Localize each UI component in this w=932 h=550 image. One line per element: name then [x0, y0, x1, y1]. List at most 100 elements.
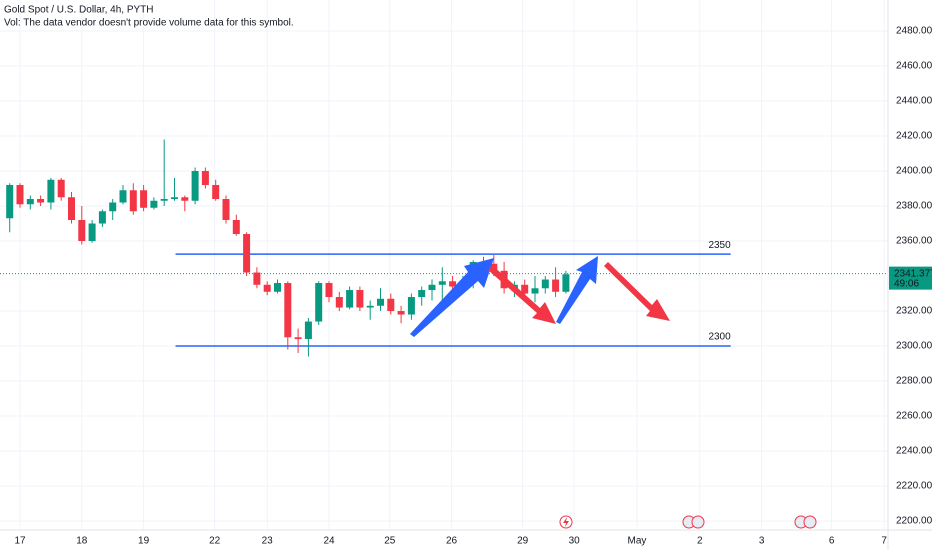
candle-body	[201, 171, 209, 186]
last-price-label: 2341.377	[894, 268, 932, 279]
candle-body	[171, 197, 178, 200]
chart-title: Gold Spot / U.S. Dollar, 4h, PYTH	[4, 5, 154, 16]
candle-body	[304, 321, 312, 340]
candle-body	[140, 190, 148, 208]
candles	[0, 139, 888, 357]
y-tick-label: 2320.00	[896, 306, 932, 317]
candle-body	[449, 281, 457, 287]
candle-body	[222, 199, 230, 221]
y-tick-label: 2460.00	[896, 61, 932, 72]
y-tick-label: 2420.00	[896, 131, 932, 142]
candle-body	[366, 305, 374, 308]
candle-body	[521, 284, 529, 294]
candle-body	[284, 283, 292, 338]
x-tick-label: 18	[76, 536, 88, 547]
candle-body	[109, 202, 117, 212]
candle-body	[335, 297, 343, 308]
event-icon	[563, 517, 569, 527]
y-tick-label: 2360.00	[896, 236, 932, 247]
candle-body	[26, 199, 34, 205]
flag-icon	[803, 515, 817, 529]
candle-body	[68, 197, 75, 221]
up-arrow	[556, 256, 598, 324]
candle-body	[428, 284, 436, 291]
candle-body	[377, 298, 384, 306]
drawing-arrows	[410, 256, 670, 337]
candle-body	[438, 281, 446, 285]
x-tick-label: 3	[759, 536, 765, 547]
candle-body	[37, 199, 45, 203]
x-tick-label: 19	[138, 536, 150, 547]
candle-body	[232, 220, 240, 235]
candle-body	[253, 272, 261, 285]
up-arrow	[410, 258, 494, 337]
level-label: 2350	[708, 240, 731, 251]
candle-body	[181, 197, 189, 201]
x-tick-label: 24	[323, 536, 335, 547]
candle-body	[346, 290, 354, 308]
candle-body	[191, 171, 199, 201]
countdown-label: 49:06	[894, 278, 919, 289]
candle-body	[57, 179, 65, 198]
y-tick-label: 2200.00	[896, 516, 932, 527]
x-tick-label: 6	[829, 536, 835, 547]
candle-body	[16, 185, 24, 205]
candle-body	[294, 337, 302, 340]
last-price-box	[889, 266, 932, 290]
x-tick-label: 26	[446, 536, 458, 547]
down-arrow	[604, 262, 670, 321]
x-tick-label: 25	[384, 536, 396, 547]
candle-body	[315, 283, 323, 322]
candle-body	[325, 283, 333, 298]
candle-body	[274, 283, 281, 292]
x-tick-label: 29	[517, 536, 529, 547]
y-tick-label: 2300.00	[896, 341, 932, 352]
chart-subtitle: Vol: The data vendor doesn't provide vol…	[4, 18, 294, 29]
candle-body	[150, 200, 158, 208]
candle-body	[397, 311, 405, 315]
y-tick-label: 2480.00	[896, 26, 932, 37]
candle-body	[160, 199, 168, 201]
candle-body	[387, 298, 395, 312]
y-tick-label: 2440.00	[896, 96, 932, 107]
candle-body	[407, 297, 415, 315]
candle-body	[6, 185, 14, 219]
x-tick-label: May	[628, 536, 647, 547]
candle-body	[98, 211, 106, 224]
candle-body	[263, 284, 271, 292]
candle-body	[119, 190, 127, 203]
x-tick-label: 30	[569, 536, 581, 547]
candle-body	[552, 279, 560, 292]
x-tick-label: 23	[262, 536, 274, 547]
event-icons	[559, 515, 817, 529]
x-tick-label: 7	[881, 536, 887, 547]
x-tick-label: 17	[14, 536, 26, 547]
y-tick-label: 2220.00	[896, 481, 932, 492]
y-tick-label: 2240.00	[896, 446, 932, 457]
candle-body	[418, 290, 426, 298]
candle-body	[212, 185, 220, 200]
candle-body	[562, 274, 570, 292]
x-tick-label: 22	[209, 536, 221, 547]
down-arrow	[488, 265, 556, 324]
levels: 2350 2300	[175, 240, 731, 347]
candle-body	[531, 288, 539, 294]
flag-icon	[691, 515, 705, 529]
candle-body	[47, 179, 55, 203]
x-tick-label: 2	[697, 536, 703, 547]
y-tick-label: 2280.00	[896, 376, 932, 387]
level-label: 2300	[708, 332, 731, 343]
candle-body	[356, 290, 364, 308]
grid	[0, 0, 888, 530]
y-tick-label: 2380.00	[896, 201, 932, 212]
candle-body	[541, 279, 549, 289]
candle-body	[129, 190, 137, 212]
y-tick-label: 2400.00	[896, 166, 932, 177]
candle-body	[243, 234, 251, 273]
candle-body	[88, 223, 96, 242]
y-tick-label: 2260.00	[896, 411, 932, 422]
candle-body	[78, 220, 86, 242]
